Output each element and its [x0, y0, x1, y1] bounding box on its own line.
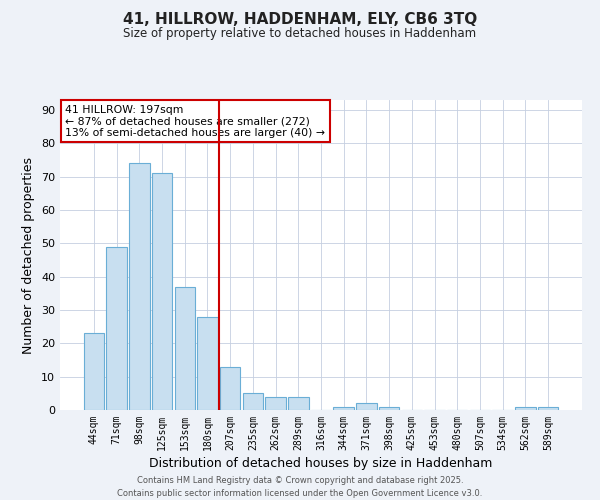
Text: Contains HM Land Registry data © Crown copyright and database right 2025.
Contai: Contains HM Land Registry data © Crown c…: [118, 476, 482, 498]
Text: 41 HILLROW: 197sqm
← 87% of detached houses are smaller (272)
13% of semi-detach: 41 HILLROW: 197sqm ← 87% of detached hou…: [65, 104, 325, 138]
Bar: [356, 404, 377, 410]
Bar: [265, 396, 286, 410]
X-axis label: Distribution of detached houses by size in Haddenham: Distribution of detached houses by size …: [149, 457, 493, 470]
Text: 41, HILLROW, HADDENHAM, ELY, CB6 3TQ: 41, HILLROW, HADDENHAM, ELY, CB6 3TQ: [123, 12, 477, 28]
Bar: [242, 394, 263, 410]
Bar: [106, 246, 127, 410]
Bar: [334, 406, 354, 410]
Bar: [152, 174, 172, 410]
Text: Size of property relative to detached houses in Haddenham: Size of property relative to detached ho…: [124, 28, 476, 40]
Bar: [538, 406, 558, 410]
Bar: [175, 286, 195, 410]
Bar: [197, 316, 218, 410]
Bar: [515, 406, 536, 410]
Bar: [129, 164, 149, 410]
Bar: [288, 396, 308, 410]
Y-axis label: Number of detached properties: Number of detached properties: [22, 156, 35, 354]
Bar: [220, 366, 241, 410]
Bar: [84, 334, 104, 410]
Bar: [379, 406, 400, 410]
